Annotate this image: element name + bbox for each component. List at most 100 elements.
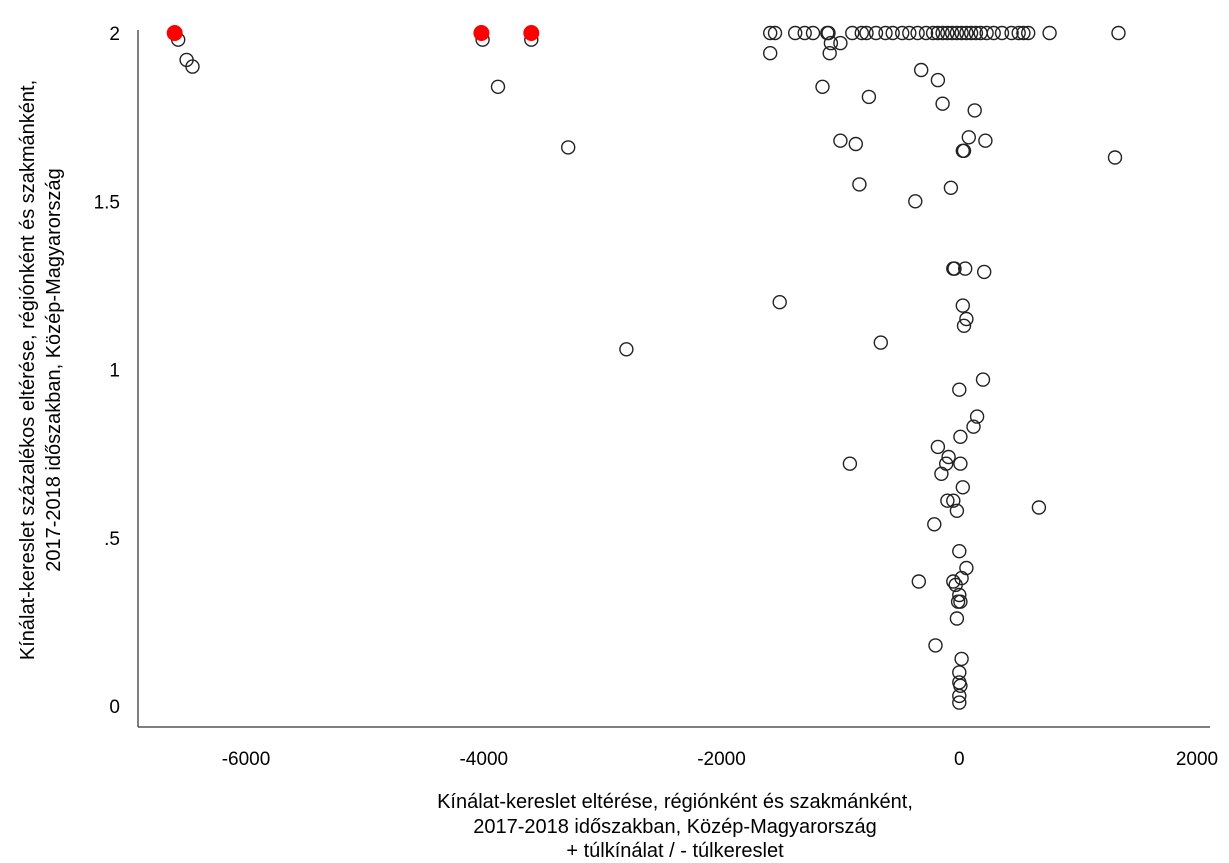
data-point [959,311,974,327]
data-point [845,25,860,41]
data-point [1107,150,1123,165]
data-point [902,25,917,41]
data-point [947,261,962,276]
x-tick-label: -6000 [222,749,271,770]
data-point [959,25,974,41]
data-point [927,517,942,532]
data-point [1004,25,1019,41]
data-point [852,177,867,192]
data-point [979,25,994,41]
y-tick-label: 1 [109,361,120,382]
data-point [833,133,848,148]
data-point [940,493,955,508]
data-point [958,261,973,276]
data-point [952,544,967,559]
data-point [815,79,830,95]
data-point [954,651,969,667]
data-point [963,25,979,41]
data-point [948,577,963,593]
data-point [908,194,923,209]
data-point [954,25,969,41]
data-point [943,180,959,196]
data-point [763,46,778,61]
data-point [953,456,968,471]
data-point [961,130,976,145]
y-axis-title-line-1: Kínálat-kereslet százalékos eltérése, ré… [17,80,39,660]
data-point [861,89,877,105]
data-point [978,133,993,148]
highlighted-data-point [473,25,490,41]
data-point [1011,25,1026,41]
data-point [767,25,783,41]
data-point [619,342,634,357]
data-point [944,25,960,41]
x-tick-label: -4000 [459,749,508,770]
data-point [822,46,837,61]
data-point [859,25,874,41]
data-point [930,439,946,455]
data-point [1020,25,1036,41]
x-ticks-layer: -6000 -4000 -2000 0 2000 [222,749,1218,770]
data-point [914,62,929,78]
data-point [788,25,803,41]
data-point [949,25,965,41]
data-point [1042,25,1057,41]
highlighted-data-point [523,25,540,41]
highlight-layer [166,25,540,41]
y-tick-label: 0 [109,697,120,718]
data-point [969,409,985,424]
data-point [185,59,200,74]
data-point [868,25,884,41]
data-point [930,25,946,41]
data-point [952,688,967,704]
data-point [490,79,506,95]
data-point [763,25,778,41]
x-tick-label: 2000 [1176,749,1218,770]
data-point [949,503,965,518]
points-layer [170,25,1126,710]
data-point [952,695,967,710]
x-axis-title-line-1: Kínálat-kereslet eltérése, régiónként és… [437,791,913,813]
data-point [986,25,1001,41]
data-point [949,611,965,626]
data-point [968,25,984,41]
data-point [953,429,968,444]
data-point [975,372,991,387]
data-point [940,25,955,41]
data-point [895,25,910,41]
data-point [1031,500,1047,515]
data-point [805,25,821,41]
y-tick-label: .5 [104,529,120,550]
data-point [941,449,956,465]
data-point [935,25,950,41]
data-point [1016,25,1031,41]
data-point [946,493,961,508]
data-point [977,264,992,280]
y-axis-title-line-2: 2017-2018 időszakban, Közép-Magyarország [43,168,65,572]
data-point [955,298,970,313]
data-point [928,638,943,653]
data-point [946,261,961,276]
data-point [873,335,888,350]
data-point [955,143,970,159]
data-point [842,456,858,471]
data-point [952,587,967,603]
data-point [930,72,946,88]
data-point [885,25,900,41]
data-point [911,574,926,589]
x-tick-label: 0 [954,749,965,770]
data-point [833,35,848,51]
data-point [994,25,1010,41]
y-tick-label: 1.5 [94,192,120,213]
x-tick-label: -2000 [697,749,746,770]
data-point [797,25,812,41]
data-point [925,25,941,41]
data-point [910,25,925,41]
data-point [821,25,836,41]
data-point [946,574,961,589]
data-point [952,382,967,397]
data-point [955,480,970,495]
y-tick-label: 2 [109,24,120,45]
data-point [953,678,968,693]
